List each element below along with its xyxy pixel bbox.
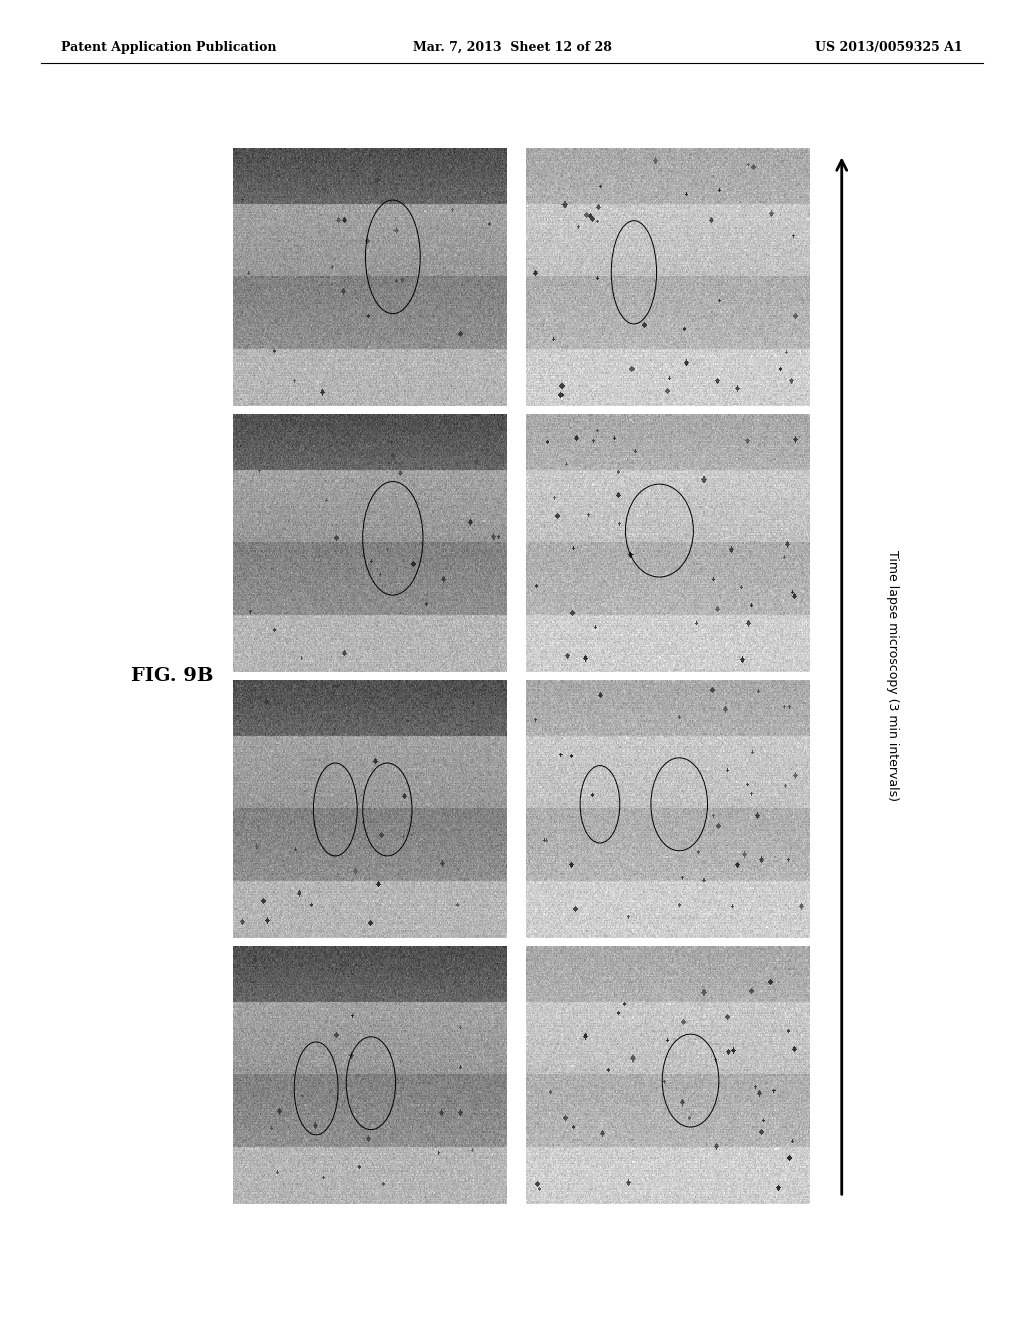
Text: Patent Application Publication: Patent Application Publication xyxy=(61,41,276,54)
Text: FIG. 9B: FIG. 9B xyxy=(131,667,213,685)
Text: Time lapse microscopy (3 min intervals): Time lapse microscopy (3 min intervals) xyxy=(887,550,899,801)
Text: Mar. 7, 2013  Sheet 12 of 28: Mar. 7, 2013 Sheet 12 of 28 xyxy=(413,41,611,54)
Text: US 2013/0059325 A1: US 2013/0059325 A1 xyxy=(815,41,963,54)
